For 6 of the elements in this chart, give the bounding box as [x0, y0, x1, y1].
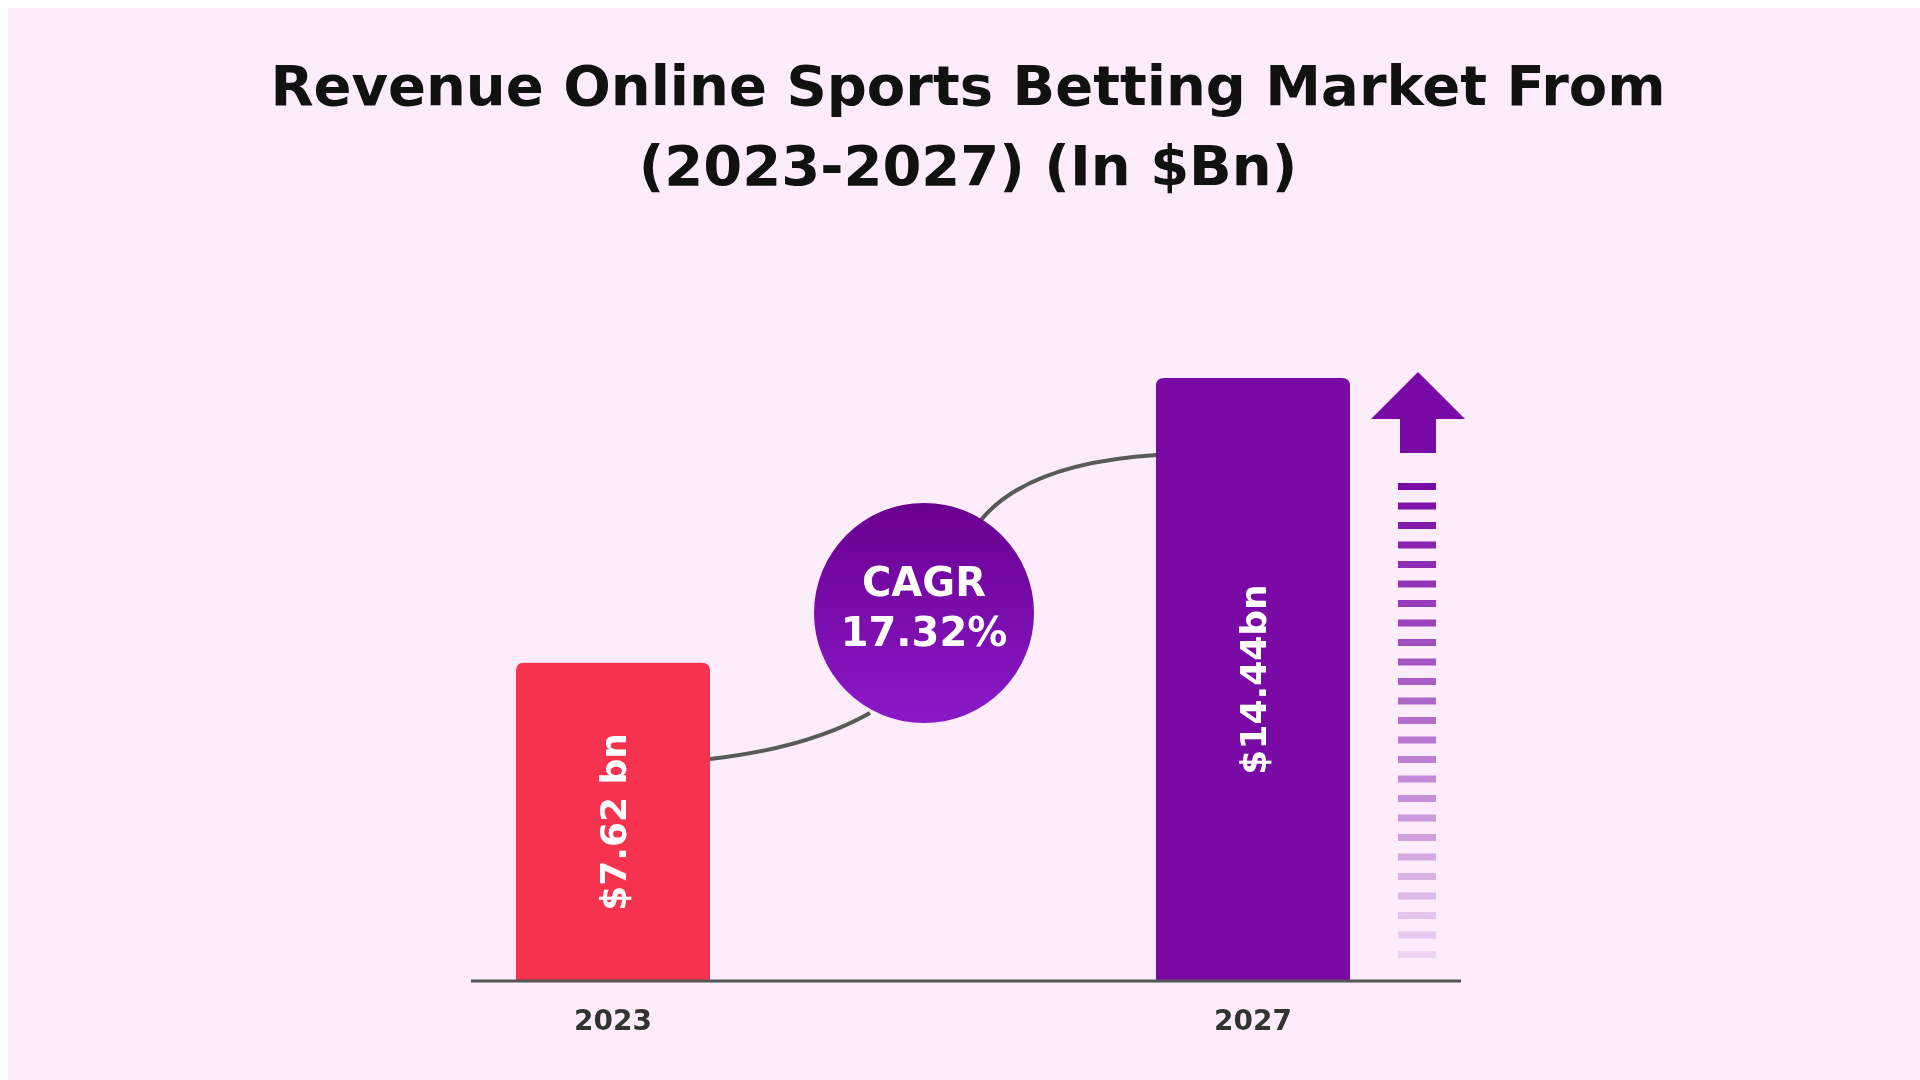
annotation: CAGR 17.32% — [840, 559, 1008, 655]
data-label: $14.44bn — [1232, 584, 1274, 775]
x-tick-label: 2023 — [574, 1004, 652, 1037]
data-label: $7.62 bn — [592, 732, 634, 911]
x-tick-label: 2027 — [1214, 1004, 1292, 1037]
chart-title: Revenue Online Sports Betting Market From (2023-2027) (In $Bn) — [270, 53, 1666, 198]
